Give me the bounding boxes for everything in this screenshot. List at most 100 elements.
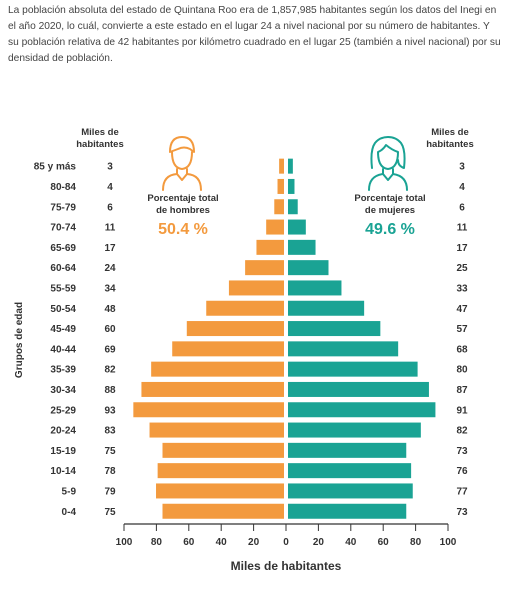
- male-value-10: 82: [104, 365, 116, 376]
- age-label-3: 70-74: [50, 223, 76, 234]
- female-bar-7: [288, 300, 365, 316]
- female-value-6: 33: [456, 283, 468, 294]
- female-bar-15: [288, 463, 412, 479]
- age-labels: 85 y más 80-84 75-79 70-74 65-69 60-64 55-59 50…: [34, 162, 77, 518]
- female-bar-10: [288, 361, 418, 377]
- female-value-5: 25: [456, 263, 468, 274]
- female-bar-12: [288, 402, 436, 418]
- men-percent-label-1: Porcentaje total: [147, 193, 218, 204]
- male-value-17: 75: [104, 507, 116, 518]
- male-value-0: 3: [107, 162, 113, 173]
- male-value-3: 11: [105, 223, 116, 234]
- female-value-9: 68: [456, 344, 468, 355]
- female-value-8: 57: [456, 324, 468, 335]
- women-percent-value: 49.6 %: [365, 221, 415, 238]
- x-tick-label-10: 100: [440, 537, 457, 548]
- male-value-2: 6: [107, 202, 113, 213]
- female-bar-9: [288, 341, 399, 357]
- male-bars: [133, 158, 284, 519]
- male-bar-17: [162, 503, 284, 519]
- male-value-13: 83: [104, 426, 116, 437]
- female-bar-6: [288, 280, 342, 296]
- female-bar-11: [288, 381, 429, 397]
- male-bar-0: [279, 158, 284, 174]
- left-header-line2: habitantes: [76, 139, 124, 150]
- male-value-5: 24: [104, 263, 116, 274]
- male-bar-8: [186, 321, 284, 337]
- female-bar-5: [288, 260, 329, 276]
- left-header-line1: Miles de: [81, 127, 119, 138]
- female-value-17: 73: [456, 507, 468, 518]
- male-value-4: 17: [104, 243, 116, 254]
- male-bar-5: [245, 260, 284, 276]
- age-label-8: 45-49: [50, 324, 76, 335]
- female-value-0: 3: [459, 162, 465, 173]
- male-bar-10: [151, 361, 284, 377]
- male-value-1: 4: [107, 182, 113, 193]
- men-percent-value: 50.4 %: [158, 221, 208, 238]
- male-bar-14: [162, 442, 284, 458]
- male-bar-3: [266, 219, 284, 235]
- male-bar-9: [172, 341, 284, 357]
- female-value-11: 87: [456, 385, 468, 396]
- man-icon: [162, 136, 202, 191]
- age-label-0: 85 y más: [34, 162, 77, 173]
- woman-icon: [368, 136, 408, 191]
- male-value-9: 69: [104, 344, 116, 355]
- women-percent-label-1: Porcentaje total: [354, 193, 425, 204]
- female-value-4: 17: [456, 243, 468, 254]
- male-value-16: 79: [104, 486, 116, 497]
- age-label-14: 15-19: [50, 446, 76, 457]
- female-value-3: 11: [457, 223, 468, 234]
- age-label-17: 0-4: [62, 507, 77, 518]
- age-label-13: 20-24: [50, 426, 76, 437]
- right-header-line1: Miles de: [431, 127, 469, 138]
- male-value-14: 75: [104, 446, 116, 457]
- female-bar-0: [288, 158, 293, 174]
- x-tick-label-8: 60: [378, 537, 390, 548]
- female-value-12: 91: [456, 405, 468, 416]
- female-value-15: 76: [456, 466, 468, 477]
- age-label-16: 5-9: [62, 486, 77, 497]
- female-bar-1: [288, 178, 295, 194]
- x-tick-label-5: 0: [283, 537, 289, 548]
- x-tick-label-3: 40: [216, 537, 228, 548]
- female-bar-8: [288, 321, 381, 337]
- male-bar-7: [206, 300, 284, 316]
- male-value-11: 88: [104, 385, 116, 396]
- female-value-1: 4: [459, 182, 465, 193]
- female-bar-3: [288, 219, 306, 235]
- age-label-5: 60-64: [50, 263, 76, 274]
- male-bar-4: [256, 239, 284, 255]
- men-percent-label-2: de hombres: [156, 205, 210, 216]
- x-tick-label-0: 100: [116, 537, 133, 548]
- female-bar-16: [288, 483, 413, 499]
- female-bars: [288, 158, 436, 519]
- male-bar-12: [133, 402, 284, 418]
- female-value-16: 77: [456, 486, 468, 497]
- female-value-2: 6: [459, 202, 465, 213]
- age-label-11: 30-34: [50, 385, 76, 396]
- male-bar-15: [157, 463, 284, 479]
- male-value-7: 48: [104, 304, 116, 315]
- female-value-7: 47: [456, 304, 468, 315]
- age-label-7: 50-54: [50, 304, 76, 315]
- women-percent-label-2: de mujeres: [365, 205, 415, 216]
- right-header-line2: habitantes: [426, 139, 474, 150]
- intro-paragraph: La población absoluta del estado de Quin…: [8, 5, 501, 64]
- female-value-13: 82: [456, 426, 468, 437]
- age-label-1: 80-84: [50, 182, 76, 193]
- x-tick-label-4: 20: [248, 537, 260, 548]
- x-tick-label-6: 20: [313, 537, 325, 548]
- x-tick-label-2: 60: [183, 537, 195, 548]
- age-label-2: 75-79: [50, 202, 76, 213]
- male-bar-6: [228, 280, 284, 296]
- x-tick-label-7: 40: [345, 537, 357, 548]
- x-axis-label: Miles de habitantes: [231, 559, 342, 573]
- female-bar-14: [288, 442, 407, 458]
- age-label-4: 65-69: [50, 243, 76, 254]
- female-bar-4: [288, 239, 316, 255]
- x-tick-label-9: 80: [410, 537, 422, 548]
